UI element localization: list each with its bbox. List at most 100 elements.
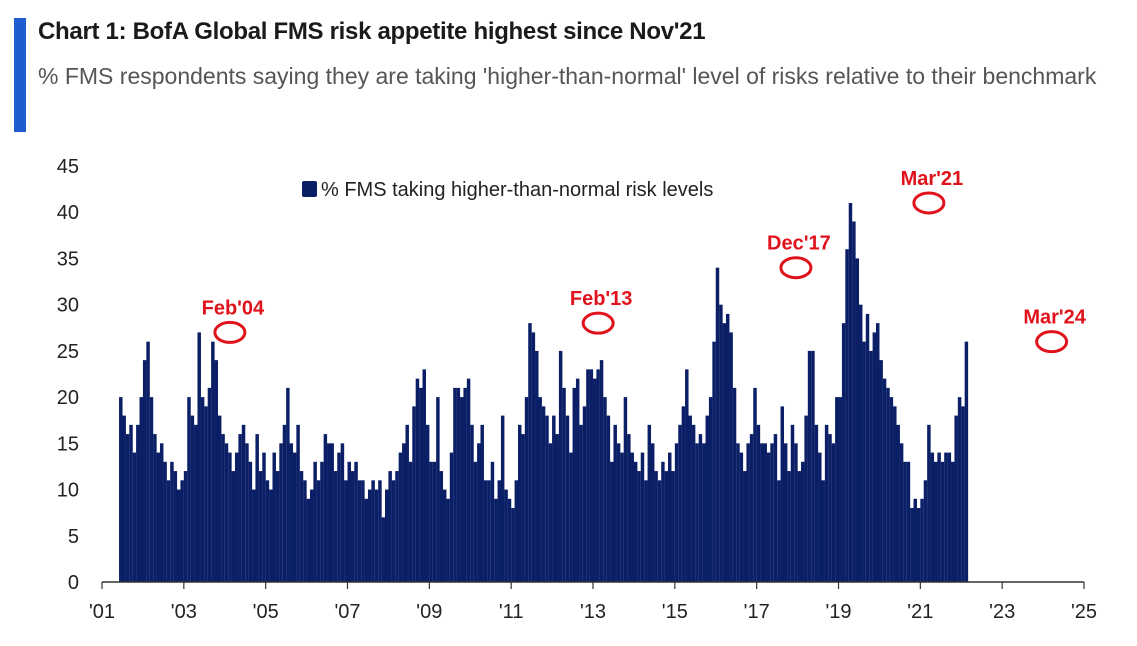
bar [644,480,648,582]
bar [841,323,846,582]
bar [159,443,164,582]
x-tick-label: '17 [744,601,770,623]
x-tick-label: '13 [580,601,606,623]
annotation-circle [581,311,615,335]
bar [187,397,191,582]
bar [886,387,890,582]
bar [777,480,781,582]
bar [661,461,665,582]
bar [507,498,512,582]
bar [746,443,750,582]
bar [456,387,461,582]
annotation-circle [1035,330,1069,354]
bar [177,489,181,582]
bar [623,397,628,582]
y-tick-label: 40 [57,202,79,224]
bar [262,452,266,582]
bar [739,452,744,582]
bar [477,443,481,582]
bar [535,350,539,582]
bar [234,452,239,582]
bar [647,424,652,582]
bar [920,498,924,582]
bar [357,480,362,582]
bar [773,434,778,582]
bar [190,415,195,582]
y-tick-label: 5 [68,526,79,548]
bar [323,434,328,582]
bar [879,360,883,582]
bar [838,397,842,582]
bar [923,480,928,582]
bar [633,461,638,582]
bar [610,461,614,582]
bar [320,461,324,582]
bar [627,434,631,582]
x-tick-label: '07 [334,601,360,623]
bar [258,471,263,582]
bar [940,461,945,582]
bar [937,452,941,582]
bar [916,508,921,582]
bar [211,341,215,582]
bar [736,443,740,582]
bar [269,489,273,582]
y-tick-label: 20 [57,387,79,409]
bar [214,360,218,582]
bar [732,387,737,582]
y-tick-label: 0 [68,572,79,594]
bar [306,498,311,582]
bar [419,387,423,582]
bar [487,480,491,582]
bar [743,471,747,582]
bar [245,443,249,582]
bar [361,480,365,582]
bar [593,378,597,582]
bar [405,424,409,582]
bar-series [119,202,969,583]
bar [678,424,682,582]
bar [524,397,529,582]
bar [548,443,553,582]
y-tick-label: 25 [57,341,79,363]
bar [862,341,866,582]
bar [292,452,297,582]
x-tick-label: '03 [171,601,197,623]
bar [766,452,771,582]
bar [616,443,621,582]
bar [944,452,948,582]
bar [705,415,709,582]
bar [364,498,369,582]
bar [231,471,236,582]
bar [865,313,870,582]
bar [436,397,440,582]
bar [272,452,276,582]
bar [166,480,171,582]
bar [248,461,253,582]
bar [787,471,791,582]
bar [575,378,580,582]
bar [668,452,672,582]
bar [429,461,433,582]
bar [848,202,853,583]
x-tick-label: '21 [907,601,933,623]
bar [582,406,587,582]
bar [702,443,706,582]
bar [954,415,958,582]
x-axis: '01 '03 '05 '07 '09 '11 '13 '15 '17 '19 '21 '23 '25 [89,581,1097,623]
bar [811,350,815,582]
bar [930,452,935,582]
bar [814,424,819,582]
annotations: Feb'04 Feb'13 Dec'17 Mar'21 Mar'24 [202,168,1087,354]
bar [316,480,321,582]
x-tick-label: '11 [499,601,524,623]
bar [252,489,256,582]
chart-title: Chart 1: BofA Global FMS risk appetite h… [38,18,706,45]
bar [388,471,392,582]
bar [671,471,675,582]
bar [780,406,785,582]
bar [637,471,641,582]
bar [289,443,294,582]
bar [129,424,133,582]
bar [545,415,549,582]
